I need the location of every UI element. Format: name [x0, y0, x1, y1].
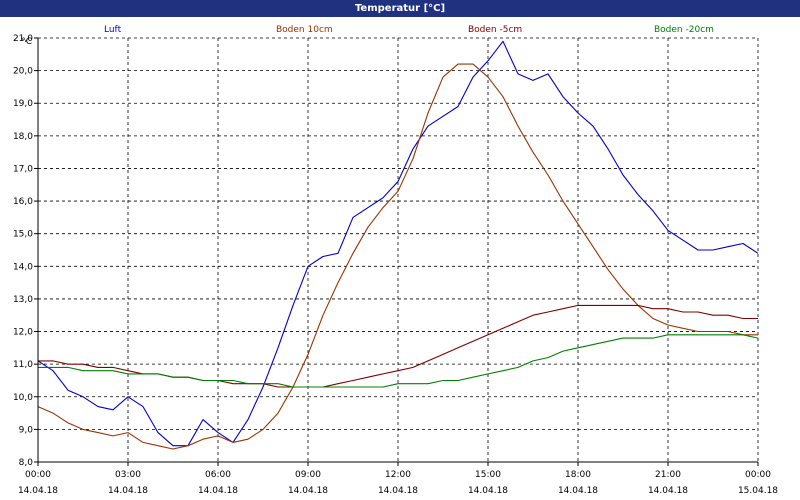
x-tick-time: 12:00 [385, 470, 411, 480]
y-tick-label: 15,0 [13, 230, 33, 240]
x-tick-date: 15.04.18 [738, 486, 778, 496]
y-tick-label: 13,0 [13, 295, 33, 305]
x-tick-date: 14.04.18 [108, 486, 148, 496]
x-tick-time: 15:00 [475, 470, 501, 480]
y-tick-label: 8,0 [19, 458, 34, 468]
legend-boden-10cm: Boden 10cm [276, 25, 333, 35]
x-tick-time: 00:00 [25, 470, 51, 480]
y-tick-label: 9,0 [19, 425, 34, 435]
x-tick-date: 14.04.18 [288, 486, 328, 496]
x-tick-date: 14.04.18 [18, 486, 58, 496]
legend-boden-minus-5cm: Boden -5cm [468, 25, 523, 35]
y-tick-label: 20,0 [13, 67, 33, 77]
y-tick-label: 11,0 [13, 360, 33, 370]
x-tick-time: 06:00 [205, 470, 231, 480]
x-tick-date: 14.04.18 [468, 486, 508, 496]
y-tick-label: 10,0 [13, 393, 33, 403]
x-tick-date: 14.04.18 [558, 486, 598, 496]
y-tick-label: 17,0 [13, 164, 33, 174]
series-line-luft [37, 40, 759, 447]
x-tick-time: 00:00 [745, 470, 771, 480]
legend-luft: Luft [104, 25, 122, 35]
y-tick-label: 16,0 [13, 197, 33, 207]
y-tick-label: 21,0 [13, 34, 33, 44]
y-tick-label: 14,0 [13, 262, 33, 272]
x-tick-time: 03:00 [115, 470, 141, 480]
y-tick-label: 12,0 [13, 328, 33, 338]
x-tick-date: 14.04.18 [378, 486, 418, 496]
x-tick-date: 14.04.18 [198, 486, 238, 496]
y-tick-label: 19,0 [13, 99, 33, 109]
x-tick-time: 21:00 [655, 470, 681, 480]
legend-boden-minus-20cm: Boden -20cm [654, 25, 714, 35]
x-tick-time: 09:00 [295, 470, 321, 480]
window-title: Temperatur [°C] [0, 0, 800, 17]
y-axis-unit: °C [21, 37, 32, 47]
series-line-boden-20cm [38, 334, 759, 388]
x-tick-date: 14.04.18 [648, 486, 688, 496]
y-tick-label: 18,0 [13, 132, 33, 142]
x-tick-time: 18:00 [565, 470, 591, 480]
